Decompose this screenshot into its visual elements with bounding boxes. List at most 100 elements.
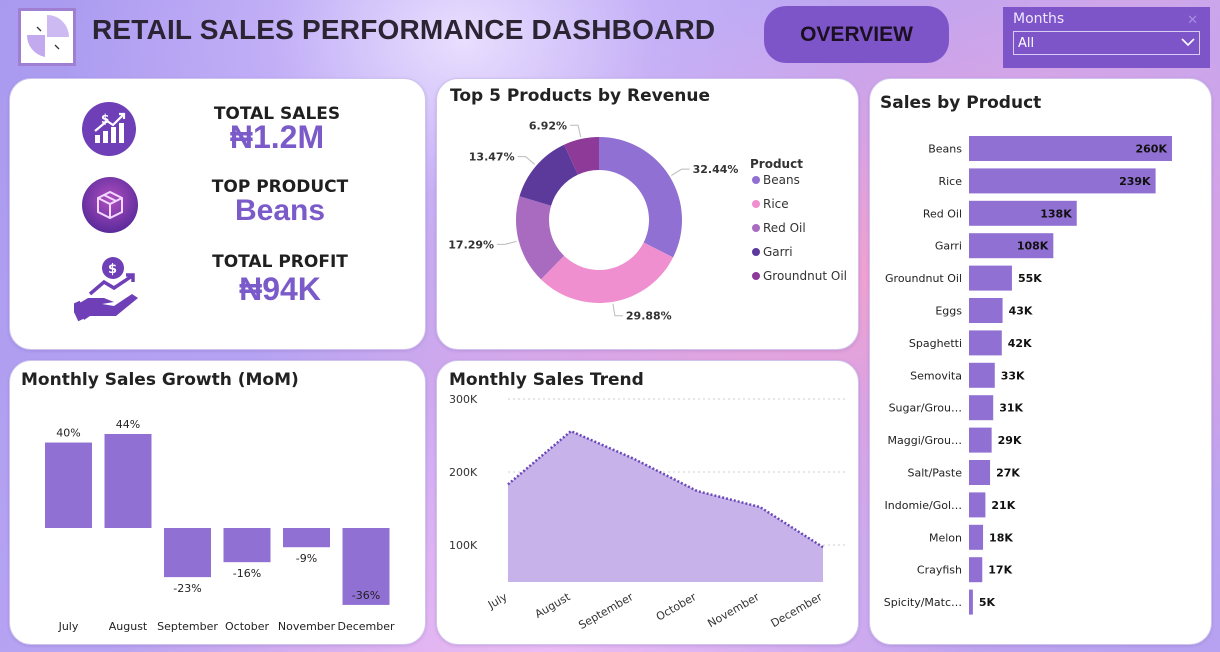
bar-value-label: 260K (1136, 143, 1168, 156)
donut-slice-3 (519, 144, 578, 206)
month-axis-label: July (58, 620, 79, 633)
growth-bar-5 (342, 528, 390, 605)
bar-value-label: 138K (1040, 207, 1072, 220)
trend-area (508, 431, 823, 582)
mom-growth-card: Monthly Sales Growth (MoM) 40% July 44% Aug… (9, 360, 426, 645)
growth-bar-4 (283, 528, 330, 548)
growth-data-label: -36% (352, 589, 380, 602)
top-products-card: Top 5 Products by Revenue 32.44% 29.88% 17… (436, 78, 859, 350)
bar-value-label: 17K (988, 564, 1012, 577)
sales-growth-icon: $ (81, 101, 137, 162)
legend-marker-3 (752, 248, 760, 256)
svg-text:$: $ (108, 262, 117, 277)
bar-value-label: 21K (991, 499, 1015, 512)
bar-value-label: 31K (999, 402, 1023, 415)
x-tick-label: December (769, 590, 825, 630)
month-axis-label: October (225, 620, 269, 633)
sales-by-product-title: Sales by Product (880, 93, 1042, 113)
legend-marker-2 (752, 224, 760, 232)
donut-leader-4 (570, 124, 582, 138)
bar-value-label: 43K (1009, 305, 1033, 318)
x-tick-label: August (533, 590, 573, 621)
y-tick-label: 300K (449, 393, 478, 406)
growth-bar-0 (45, 442, 92, 528)
donut-title: Top 5 Products by Revenue (450, 86, 711, 106)
product-bar-2 (969, 200, 1077, 226)
bar-category-label: Maggi/Grou… (888, 434, 962, 447)
x-tick-label: September (576, 590, 636, 632)
bar-category-label: Indomie/Gol… (885, 499, 962, 512)
product-bar-5 (969, 298, 1003, 323)
donut-slice-2 (516, 196, 565, 280)
growth-bar-3 (223, 528, 271, 563)
sales-trend-title: Monthly Sales Trend (449, 370, 644, 390)
bar-category-label: Spaghetti (909, 337, 962, 350)
bar-value-label: 108K (1017, 240, 1049, 253)
legend-item: Groundnut Oil (763, 269, 847, 283)
months-dropdown[interactable]: All (1013, 31, 1200, 55)
bar-category-label: Garri (935, 240, 962, 253)
bar-category-label: Spicity/Matc… (884, 596, 962, 609)
bar-category-label: Beans (928, 143, 962, 156)
mom-growth-chart: 40% July 44% August -23% September -16% October… (45, 418, 395, 633)
legend-item: Beans (763, 173, 800, 187)
donut-slice-0 (599, 137, 682, 258)
bar-value-label: 55K (1018, 272, 1042, 285)
bar-category-label: Eggs (935, 305, 962, 318)
product-bar-6 (969, 330, 1002, 356)
growth-data-label: -16% (233, 567, 261, 580)
bar-category-label: Semovita (910, 369, 962, 382)
growth-data-label: 44% (116, 418, 140, 431)
bar-value-label: 239K (1119, 175, 1151, 188)
bar-value-label: 27K (996, 467, 1020, 480)
svg-text:$: $ (101, 112, 109, 126)
total-sales-value: ₦1.2M (229, 119, 325, 155)
page-title: RETAIL SALES PERFORMANCE DASHBOARD (92, 14, 716, 45)
bar-category-label: Red Oil (923, 207, 962, 220)
legend-marker-1 (752, 200, 760, 208)
month-axis-label: August (109, 620, 148, 633)
donut-leader-0 (671, 168, 690, 176)
legend-item: Red Oil (763, 221, 806, 235)
product-bar-12 (969, 524, 984, 550)
product-bar-9 (969, 427, 992, 453)
dashboard-logo (18, 8, 76, 66)
slicer-selected-value: All (1018, 35, 1035, 51)
product-bar-0 (969, 136, 1172, 161)
profit-hand-icon: $ (70, 254, 146, 329)
mom-growth-title: Monthly Sales Growth (MoM) (21, 370, 299, 390)
growth-bar-1 (104, 434, 152, 528)
product-bar-13 (969, 557, 983, 583)
bar-category-label: Rice (938, 175, 962, 188)
donut-data-label: 17.29% (448, 238, 494, 251)
growth-data-label: -9% (296, 552, 317, 565)
chevron-down-icon (1181, 36, 1195, 51)
bar-category-label: Sugar/Grou… (889, 402, 962, 415)
total-profit-label: TOTAL PROFIT (212, 252, 348, 272)
legend-item: Rice (763, 197, 789, 211)
total-sales-label: TOTAL SALES (213, 104, 341, 124)
total-profit-value: ₦94K (239, 271, 321, 307)
product-bar-11 (969, 492, 986, 518)
donut-chart: 32.44% 29.88% 17.29% 13.47% 6.92% Product Bean… (448, 119, 847, 322)
donut-data-label: 32.44% (693, 163, 739, 176)
kpi-card: $ TOTAL SALES ₦1.2M TOP PRODUCT Beans $ … (9, 78, 426, 350)
bar-value-label: 5K (979, 596, 996, 609)
overview-button[interactable]: OVERVIEW (764, 6, 949, 63)
product-bar-4 (969, 265, 1012, 291)
x-tick-label: July (485, 590, 510, 612)
months-slicer[interactable]: Months ✕ All (1003, 7, 1210, 68)
donut-leader-2 (497, 240, 517, 245)
y-tick-label: 100K (449, 539, 478, 552)
growth-data-label: 40% (56, 427, 80, 440)
clear-filter-icon[interactable]: ✕ (1187, 12, 1198, 27)
top-product-label: TOP PRODUCT (211, 177, 349, 197)
slicer-label: Months (1013, 11, 1065, 27)
bar-category-label: Melon (929, 531, 962, 544)
donut-data-label: 6.92% (529, 119, 567, 132)
donut-leader-3 (517, 156, 536, 165)
legend-title: Product (750, 157, 803, 171)
product-bar-1 (969, 168, 1156, 194)
bar-value-label: 18K (989, 531, 1013, 544)
top-product-value: Beans (234, 194, 326, 227)
